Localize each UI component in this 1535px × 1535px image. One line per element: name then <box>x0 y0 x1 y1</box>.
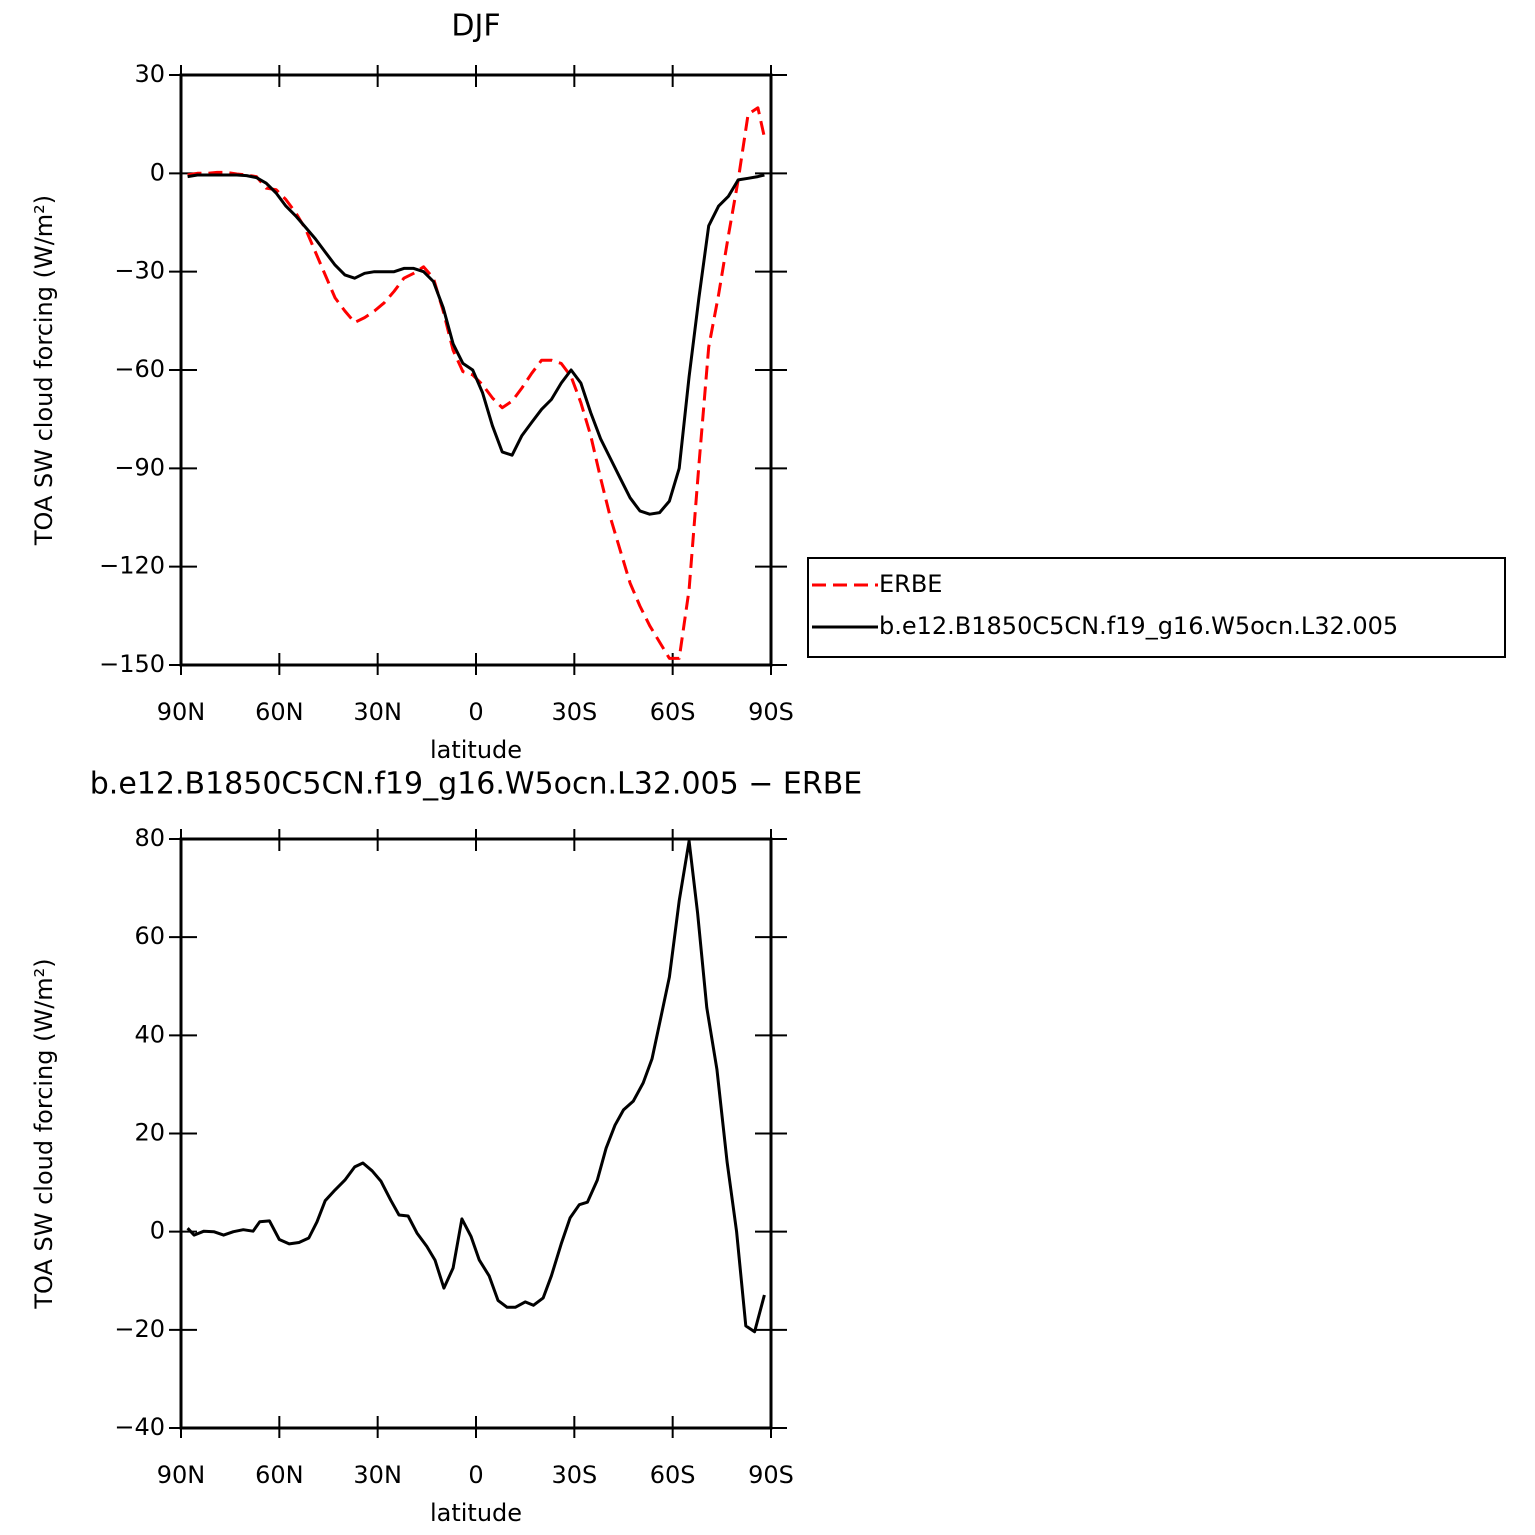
chart-title: b.e12.B1850C5CN.f19_g16.W5ocn.L32.005 − … <box>90 767 863 802</box>
legend-box <box>807 557 1506 658</box>
x-tick-label: 60N <box>255 698 304 726</box>
y-axis-label: TOA SW cloud forcing (W/m²) <box>30 958 58 1309</box>
y-tick-label: 0 <box>150 158 165 186</box>
x-tick-label: 30N <box>353 1461 402 1489</box>
y-tick-label: −30 <box>114 257 165 285</box>
data-line <box>187 173 765 516</box>
y-axis-label: TOA SW cloud forcing (W/m²) <box>30 195 58 546</box>
x-tick-label: 0 <box>468 698 483 726</box>
x-tick-label: 60N <box>255 1461 304 1489</box>
x-tick-label: 30N <box>353 698 402 726</box>
x-tick-label: 60S <box>650 698 696 726</box>
x-tick-label: 90S <box>748 698 794 726</box>
chart-title: DJF <box>451 9 500 44</box>
legend-label: b.e12.B1850C5CN.f19_g16.W5ocn.L32.005 <box>879 612 1398 640</box>
x-tick-label: 0 <box>468 1461 483 1489</box>
legend-label: ERBE <box>879 570 942 598</box>
data-line <box>186 839 766 1334</box>
y-tick-label: 30 <box>134 60 165 88</box>
plot-frame <box>179 837 773 1430</box>
y-tick-label: −150 <box>99 650 165 678</box>
y-tick-label: 40 <box>134 1020 165 1048</box>
x-tick-label: 90N <box>157 1461 206 1489</box>
y-tick-label: −90 <box>114 453 165 481</box>
y-tick-label: −40 <box>114 1413 165 1441</box>
y-tick-label: 60 <box>134 922 165 950</box>
y-tick-label: −120 <box>99 552 165 580</box>
x-tick-label: 90N <box>157 698 206 726</box>
x-axis-label: latitude <box>430 736 522 764</box>
y-tick-label: −20 <box>114 1315 165 1343</box>
x-tick-label: 60S <box>650 1461 696 1489</box>
x-tick-label: 90S <box>748 1461 794 1489</box>
x-tick-label: 30S <box>551 1461 597 1489</box>
y-tick-label: 20 <box>134 1119 165 1147</box>
y-tick-label: 80 <box>134 824 165 852</box>
x-tick-label: 30S <box>551 698 597 726</box>
y-tick-label: −60 <box>114 355 165 383</box>
x-axis-label: latitude <box>430 1499 522 1527</box>
plot-frame <box>179 73 773 667</box>
y-tick-label: 0 <box>150 1217 165 1245</box>
